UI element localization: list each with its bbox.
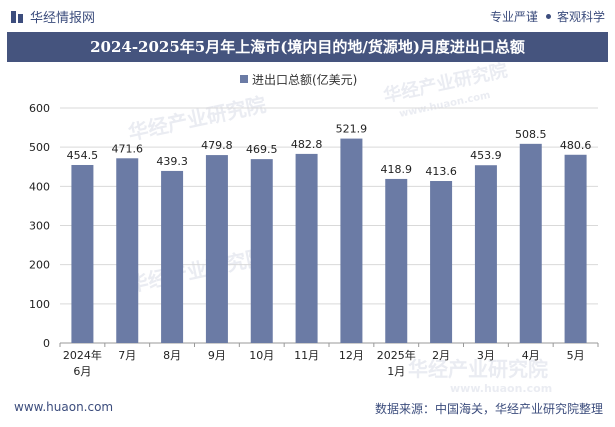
bar [295, 153, 318, 343]
data-label: 508.5 [515, 128, 547, 141]
x-tick-label: 2025年 [377, 348, 416, 362]
x-tick-label: 3月 [477, 349, 495, 362]
bar [116, 158, 139, 343]
x-tick-label: 5月 [567, 349, 585, 362]
footer-website[interactable]: www.huaon.com [14, 400, 114, 414]
bar [564, 154, 587, 343]
bar [71, 164, 94, 343]
legend-label: 进出口总额(亿美元) [252, 72, 357, 87]
x-tick-label: 10月 [249, 349, 274, 362]
data-label: 482.8 [291, 138, 323, 151]
data-label: 479.8 [201, 139, 233, 152]
x-tick-label: 2024年 [63, 348, 102, 362]
bar [205, 155, 228, 343]
y-tick-label: 100 [29, 298, 50, 311]
logo[interactable]: 华经情报网 [10, 7, 95, 26]
separator-dot-icon [545, 14, 551, 19]
watermark-url: www.huaon.com [450, 382, 552, 395]
header: 华经情报网 专业严谨 客观科学 [0, 0, 615, 32]
legend-swatch [240, 75, 248, 83]
chart-title: 2024-2025年5月年上海市(境内目的地/货源地)月度进出口总额 [7, 32, 608, 62]
data-label: 413.6 [425, 165, 457, 178]
watermark-text: 华经产业研究院 [126, 92, 268, 145]
data-label: 471.6 [112, 142, 144, 155]
data-label: 480.6 [560, 139, 592, 152]
bar [519, 143, 542, 343]
bar [340, 138, 363, 343]
x-tick-label: 4月 [522, 349, 540, 362]
y-tick-label: 500 [29, 141, 50, 154]
footer-source: 数据来源：中国海关，华经产业研究院整理 [374, 402, 603, 416]
data-label: 469.5 [246, 143, 278, 156]
x-tick-label: 11月 [294, 349, 319, 362]
bar [385, 178, 408, 343]
x-tick-label: 9月 [208, 349, 226, 362]
bar [474, 165, 497, 343]
x-tick-label: 7月 [118, 349, 136, 362]
tagline-1: 专业严谨 [489, 10, 538, 24]
bar [250, 159, 273, 343]
y-tick-label: 0 [43, 337, 50, 350]
bar [430, 181, 453, 343]
watermark-text: 华经产业研究院 [408, 357, 548, 381]
y-tick-label: 300 [29, 220, 50, 233]
x-tick-label: 6月 [73, 365, 91, 378]
x-tick-label: 1月 [387, 365, 405, 378]
x-tick-label: 2月 [432, 349, 450, 362]
data-label: 418.9 [381, 163, 413, 176]
brand-name: 华经情报网 [30, 11, 96, 26]
tagline-2: 客观科学 [556, 10, 605, 24]
brand-logo-icon [11, 10, 23, 23]
x-tick-label: 12月 [339, 349, 364, 362]
header-tagline: 专业严谨 客观科学 [490, 8, 605, 25]
y-tick-label: 200 [29, 259, 50, 272]
bar-chart: 华经产业研究院华经产业研究院www.huaon.com华经产业研究院华经产业研究… [29, 62, 599, 395]
data-label: 439.3 [156, 155, 188, 168]
watermark-text: 华经产业研究院 [126, 244, 268, 297]
data-label: 521.9 [336, 123, 368, 136]
bar [161, 170, 184, 343]
y-tick-label: 400 [29, 180, 50, 193]
x-tick-label: 8月 [163, 349, 181, 362]
y-tick-label: 600 [29, 102, 50, 115]
data-label: 453.9 [470, 149, 502, 162]
data-label: 454.5 [67, 149, 99, 162]
